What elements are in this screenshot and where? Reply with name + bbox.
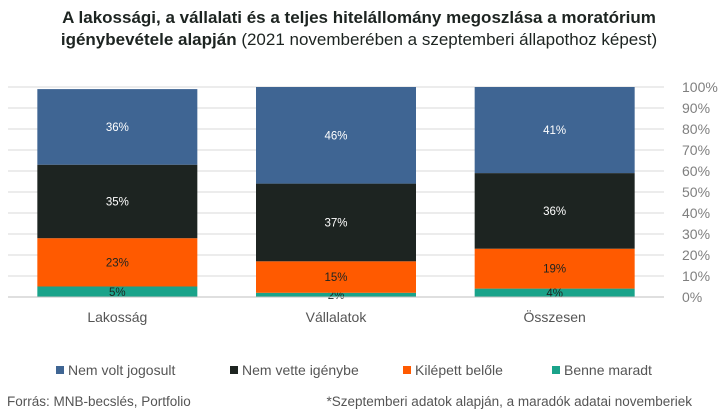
- bar-segment: [474, 248, 635, 289]
- data-label: 4%: [546, 288, 563, 300]
- bar-segment: [37, 164, 198, 239]
- bar-segment: [474, 288, 635, 297]
- bar-segment: [256, 292, 416, 297]
- y-tick-label: 40%: [682, 205, 710, 221]
- legend-label: Benne maradt: [564, 362, 652, 378]
- legend-swatch: [552, 366, 560, 374]
- data-label: 35%: [106, 196, 129, 208]
- data-label: 36%: [543, 206, 566, 218]
- legend-swatch: [56, 366, 64, 374]
- bar-segment: [256, 183, 416, 262]
- y-tick-label: 0%: [682, 289, 702, 305]
- y-tick-label: 100%: [682, 79, 718, 95]
- title-normal-2: (2021 novemberében a szeptemberi állapot…: [236, 30, 658, 49]
- y-tick-label: 70%: [682, 142, 710, 158]
- y-tick-label: 50%: [682, 184, 710, 200]
- source-note: Forrás: MNB-becslés, Portfolio: [7, 394, 191, 409]
- legend-label: Nem vette igénybe: [242, 362, 359, 378]
- legend-label: Kilépett belőle: [415, 362, 503, 378]
- y-tick-label: 60%: [682, 163, 710, 179]
- data-label: 37%: [324, 217, 347, 229]
- footnote: *Szeptemberi adatok alapján, a maradók a…: [326, 394, 692, 409]
- title-line-1: A lakossági, a vállalati és a teljes hit…: [0, 7, 718, 29]
- data-label: 15%: [324, 272, 347, 284]
- y-tick-label: 30%: [682, 226, 710, 242]
- legend-label: Nem volt jogosult: [68, 362, 175, 378]
- category-label: Lakosság: [87, 309, 147, 325]
- bar-segment: [474, 173, 635, 249]
- legend-swatch: [230, 366, 238, 374]
- data-label: 23%: [106, 257, 129, 269]
- chart-title: A lakossági, a vállalati és a teljes hit…: [0, 7, 718, 51]
- data-label: 5%: [109, 287, 126, 299]
- category-label: Összesen: [524, 308, 586, 325]
- bar-segment: [37, 238, 198, 287]
- bar-segment: [256, 261, 416, 293]
- bar-segment: [37, 89, 198, 165]
- y-tick-label: 90%: [682, 100, 710, 116]
- data-label: 19%: [543, 264, 566, 276]
- data-label: 36%: [106, 122, 129, 134]
- bar-segment: [474, 87, 635, 174]
- y-tick-label: 20%: [682, 247, 710, 263]
- data-label: 46%: [324, 130, 347, 142]
- category-label: Vállalatok: [306, 309, 368, 325]
- title-bold-2: igénybevétele alapján: [60, 30, 237, 49]
- bar-segment: [37, 286, 198, 297]
- data-label: 41%: [543, 125, 566, 137]
- title-bold-1: A lakossági, a vállalati és a teljes hit…: [62, 8, 656, 27]
- bar-segment: [256, 87, 416, 184]
- title-line-2: igénybevétele alapján (2021 novemberében…: [0, 29, 718, 51]
- legend-swatch: [403, 366, 411, 374]
- y-tick-label: 10%: [682, 268, 710, 284]
- y-tick-label: 80%: [682, 121, 710, 137]
- data-label: 2%: [328, 290, 345, 302]
